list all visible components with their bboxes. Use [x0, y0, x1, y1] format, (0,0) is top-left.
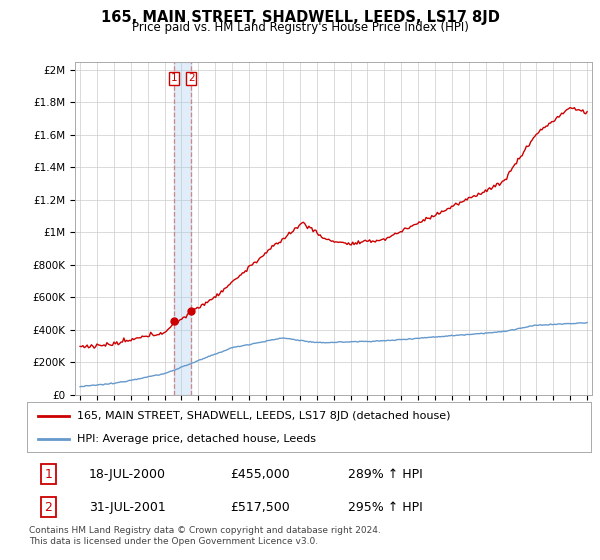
Text: 31-JUL-2001: 31-JUL-2001	[89, 501, 166, 514]
Text: 2: 2	[44, 501, 52, 514]
Text: 165, MAIN STREET, SHADWELL, LEEDS, LS17 8JD (detached house): 165, MAIN STREET, SHADWELL, LEEDS, LS17 …	[77, 410, 450, 421]
Text: HPI: Average price, detached house, Leeds: HPI: Average price, detached house, Leed…	[77, 434, 316, 444]
Text: £455,000: £455,000	[230, 468, 290, 480]
Text: 289% ↑ HPI: 289% ↑ HPI	[349, 468, 423, 480]
Text: 18-JUL-2000: 18-JUL-2000	[89, 468, 166, 480]
Text: £517,500: £517,500	[230, 501, 290, 514]
Text: 295% ↑ HPI: 295% ↑ HPI	[349, 501, 423, 514]
Text: Contains HM Land Registry data © Crown copyright and database right 2024.
This d: Contains HM Land Registry data © Crown c…	[29, 526, 380, 546]
Text: 1: 1	[44, 468, 52, 480]
Text: 2: 2	[188, 73, 194, 83]
Text: 1: 1	[170, 73, 177, 83]
Bar	[174, 62, 191, 395]
Text: Price paid vs. HM Land Registry's House Price Index (HPI): Price paid vs. HM Land Registry's House …	[131, 21, 469, 34]
Text: 165, MAIN STREET, SHADWELL, LEEDS, LS17 8JD: 165, MAIN STREET, SHADWELL, LEEDS, LS17 …	[101, 10, 499, 25]
